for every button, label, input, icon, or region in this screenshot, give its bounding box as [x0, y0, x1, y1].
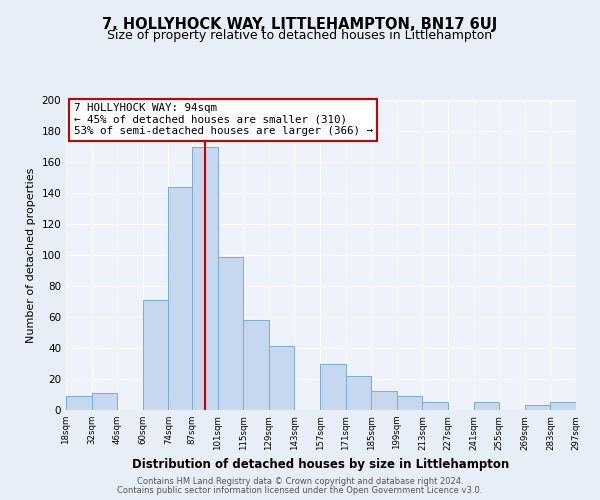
Bar: [269, 346, 295, 410]
Bar: [143, 300, 169, 410]
Bar: [320, 364, 346, 410]
Bar: [218, 256, 244, 410]
Bar: [66, 396, 92, 410]
Text: Contains public sector information licensed under the Open Government Licence v3: Contains public sector information licen…: [118, 486, 482, 495]
Bar: [92, 393, 117, 410]
X-axis label: Distribution of detached houses by size in Littlehampton: Distribution of detached houses by size …: [133, 458, 509, 471]
Text: Contains HM Land Registry data © Crown copyright and database right 2024.: Contains HM Land Registry data © Crown c…: [137, 478, 463, 486]
Text: 7, HOLLYHOCK WAY, LITTLEHAMPTON, BN17 6UJ: 7, HOLLYHOCK WAY, LITTLEHAMPTON, BN17 6U…: [103, 18, 497, 32]
Text: 7 HOLLYHOCK WAY: 94sqm
← 45% of detached houses are smaller (310)
53% of semi-de: 7 HOLLYHOCK WAY: 94sqm ← 45% of detached…: [74, 103, 373, 136]
Bar: [371, 392, 397, 410]
Text: Size of property relative to detached houses in Littlehampton: Size of property relative to detached ho…: [107, 29, 493, 42]
Bar: [244, 320, 269, 410]
Bar: [422, 402, 448, 410]
Y-axis label: Number of detached properties: Number of detached properties: [26, 168, 36, 342]
Bar: [192, 146, 218, 410]
Bar: [169, 187, 192, 410]
Bar: [346, 376, 371, 410]
Bar: [397, 396, 422, 410]
Bar: [525, 406, 550, 410]
Bar: [473, 402, 499, 410]
Bar: [550, 402, 576, 410]
